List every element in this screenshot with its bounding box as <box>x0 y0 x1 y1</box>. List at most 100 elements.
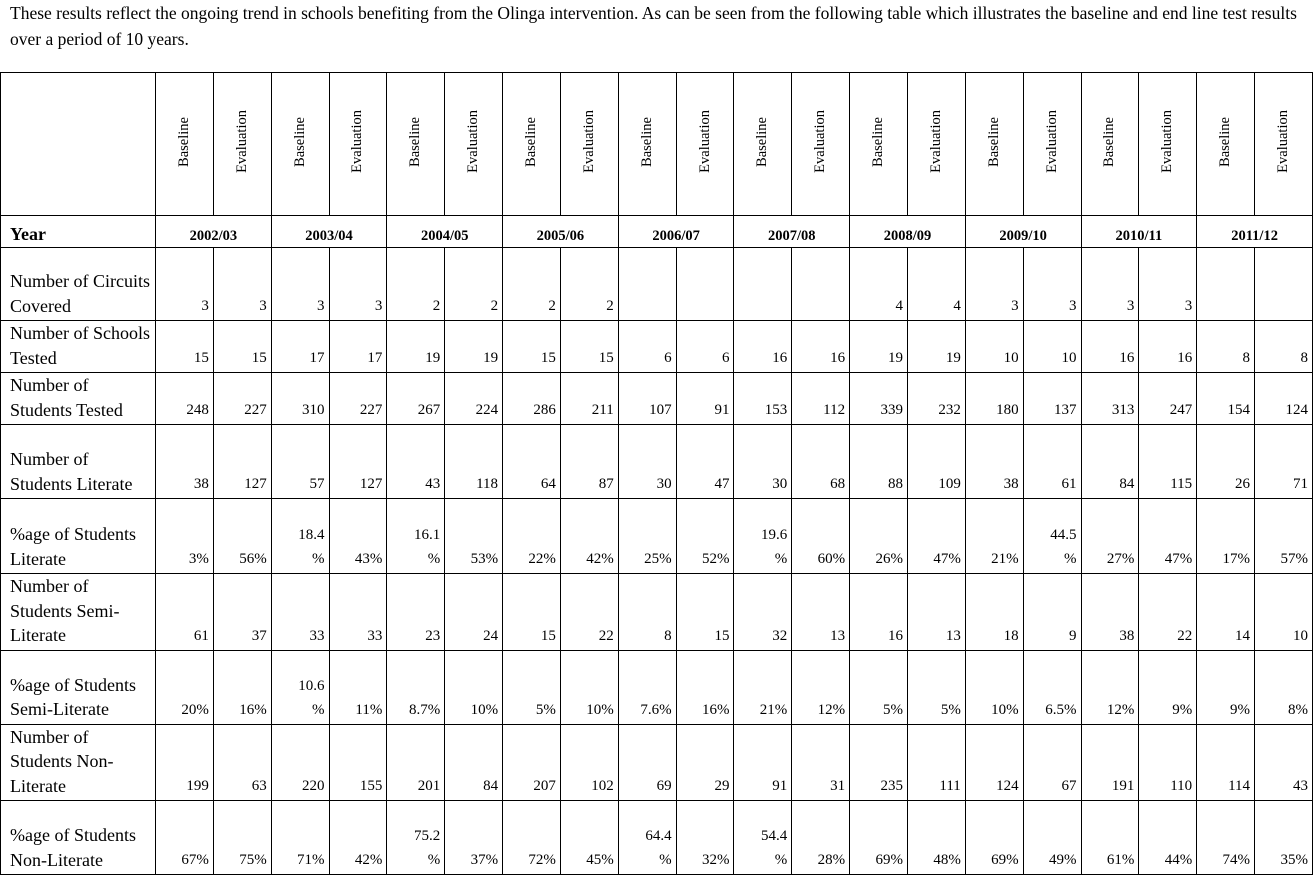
value-cell: 61 <box>155 573 214 651</box>
value-cell: 43 <box>386 424 446 499</box>
value-cell: 10 <box>1022 320 1082 373</box>
subheader-label: Evaluation <box>927 110 944 173</box>
value-cell: 17 <box>270 320 330 373</box>
value-cell: 56% <box>212 498 272 574</box>
value-cell: 111 <box>906 723 966 801</box>
subheader-label: Baseline <box>1217 116 1234 167</box>
value-cell: 3 <box>328 247 388 321</box>
year-cell: 2010/11 <box>1080 215 1198 248</box>
value-cell: 67% <box>155 800 214 875</box>
value-cell <box>733 247 793 321</box>
value-cell: 32% <box>675 800 735 875</box>
value-cell: 232 <box>906 372 966 425</box>
subheader-label: Baseline <box>407 116 424 167</box>
value-cell: 48% <box>906 800 966 875</box>
value-cell: 91 <box>675 372 735 425</box>
subheader-cell: Evaluation <box>791 72 851 216</box>
subheader-cell: Baseline <box>502 72 561 216</box>
value-cell: 25% <box>617 498 677 574</box>
value-cell: 13 <box>906 573 966 651</box>
value-cell: 21% <box>964 498 1024 574</box>
value-cell: 220 <box>270 723 330 801</box>
value-cell: 47 <box>675 424 735 499</box>
data-row: Number of Students Non-Literate 199 63 220 1… <box>0 723 1313 801</box>
value-cell: 43% <box>328 498 388 574</box>
value-cell: 207 <box>502 723 561 801</box>
value-cell <box>617 247 677 321</box>
value-cell: 10% <box>964 649 1024 725</box>
value-cell: 124 <box>1254 372 1313 425</box>
value-cell: 37 <box>212 573 272 651</box>
subheader-cell: Evaluation <box>559 72 619 216</box>
value-cell: 2 <box>386 247 446 321</box>
subheader-cell: Evaluation <box>675 72 735 216</box>
value-cell: 30 <box>733 424 793 499</box>
value-cell: 75% <box>212 800 272 875</box>
subheader-label: Baseline <box>638 116 655 167</box>
value-cell: 15 <box>675 573 735 651</box>
subheader-label: Evaluation <box>1043 110 1060 173</box>
value-cell: 8 <box>617 573 677 651</box>
subheader-cell: Baseline <box>386 72 446 216</box>
value-cell: 15 <box>212 320 272 373</box>
value-cell: 227 <box>328 372 388 425</box>
value-cell: 6.5% <box>1022 649 1082 725</box>
data-row: %age of Students Literate 3% 56% 18.4 % 43% 1… <box>0 498 1313 574</box>
year-cell: 2006/07 <box>617 215 735 248</box>
year-cell: 2002/03 <box>155 215 272 248</box>
value-cell: 45% <box>559 800 619 875</box>
year-cell: 2011/12 <box>1196 215 1313 248</box>
value-cell: 61 <box>1022 424 1082 499</box>
value-cell: 8.7% <box>386 649 446 725</box>
data-row: Number of Students Tested 248 227 310 227 267… <box>0 372 1313 425</box>
subheader-label: Baseline <box>870 116 887 167</box>
value-cell: 8 <box>1254 320 1313 373</box>
subheader-cell: Evaluation <box>212 72 272 216</box>
year-cell: 2003/04 <box>270 215 388 248</box>
value-cell: 75.2 % <box>386 800 446 875</box>
data-row: %age of Students Non-Literate 67% 75% 71% 42… <box>0 800 1313 875</box>
row-label: %age of Students Literate <box>0 498 156 574</box>
data-row: Number of Students Semi-Literate 61 37 33 33… <box>0 573 1313 651</box>
subheader-label: Evaluation <box>1275 110 1292 173</box>
value-cell: 42% <box>328 800 388 875</box>
value-cell: 22 <box>559 573 619 651</box>
value-cell: 10.6 % <box>270 649 330 725</box>
value-cell: 38 <box>964 424 1024 499</box>
value-cell: 16% <box>212 649 272 725</box>
value-cell: 15 <box>502 320 561 373</box>
value-cell: 84 <box>1080 424 1140 499</box>
value-cell: 102 <box>559 723 619 801</box>
value-cell: 17% <box>1196 498 1256 574</box>
value-cell: 63 <box>212 723 272 801</box>
value-cell: 37% <box>444 800 504 875</box>
row-label: Number of Schools Tested <box>0 320 156 373</box>
value-cell: 15 <box>502 573 561 651</box>
value-cell: 124 <box>964 723 1024 801</box>
value-cell: 12% <box>1080 649 1140 725</box>
value-cell: 310 <box>270 372 330 425</box>
row-label: Number of Students Tested <box>0 372 156 425</box>
value-cell: 19 <box>444 320 504 373</box>
value-cell: 44.5 % <box>1022 498 1082 574</box>
value-cell: 17 <box>328 320 388 373</box>
value-cell: 84 <box>444 723 504 801</box>
value-cell: 69% <box>964 800 1024 875</box>
value-cell: 16 <box>1138 320 1198 373</box>
value-cell: 49% <box>1022 800 1082 875</box>
subheader-label: Evaluation <box>580 110 597 173</box>
value-cell: 3 <box>964 247 1024 321</box>
value-cell: 38 <box>155 424 214 499</box>
value-cell: 199 <box>155 723 214 801</box>
value-cell: 313 <box>1080 372 1140 425</box>
results-table: Baseline Evaluation Baseline Evaluation Base… <box>0 72 1313 875</box>
value-cell: 3% <box>155 498 214 574</box>
value-cell: 16 <box>733 320 793 373</box>
value-cell: 43 <box>1254 723 1313 801</box>
value-cell: 154 <box>1196 372 1256 425</box>
value-cell: 127 <box>212 424 272 499</box>
value-cell: 9% <box>1196 649 1256 725</box>
value-cell: 52% <box>675 498 735 574</box>
row-label: Number of Students Semi-Literate <box>0 573 156 651</box>
year-cell: 2009/10 <box>964 215 1082 248</box>
